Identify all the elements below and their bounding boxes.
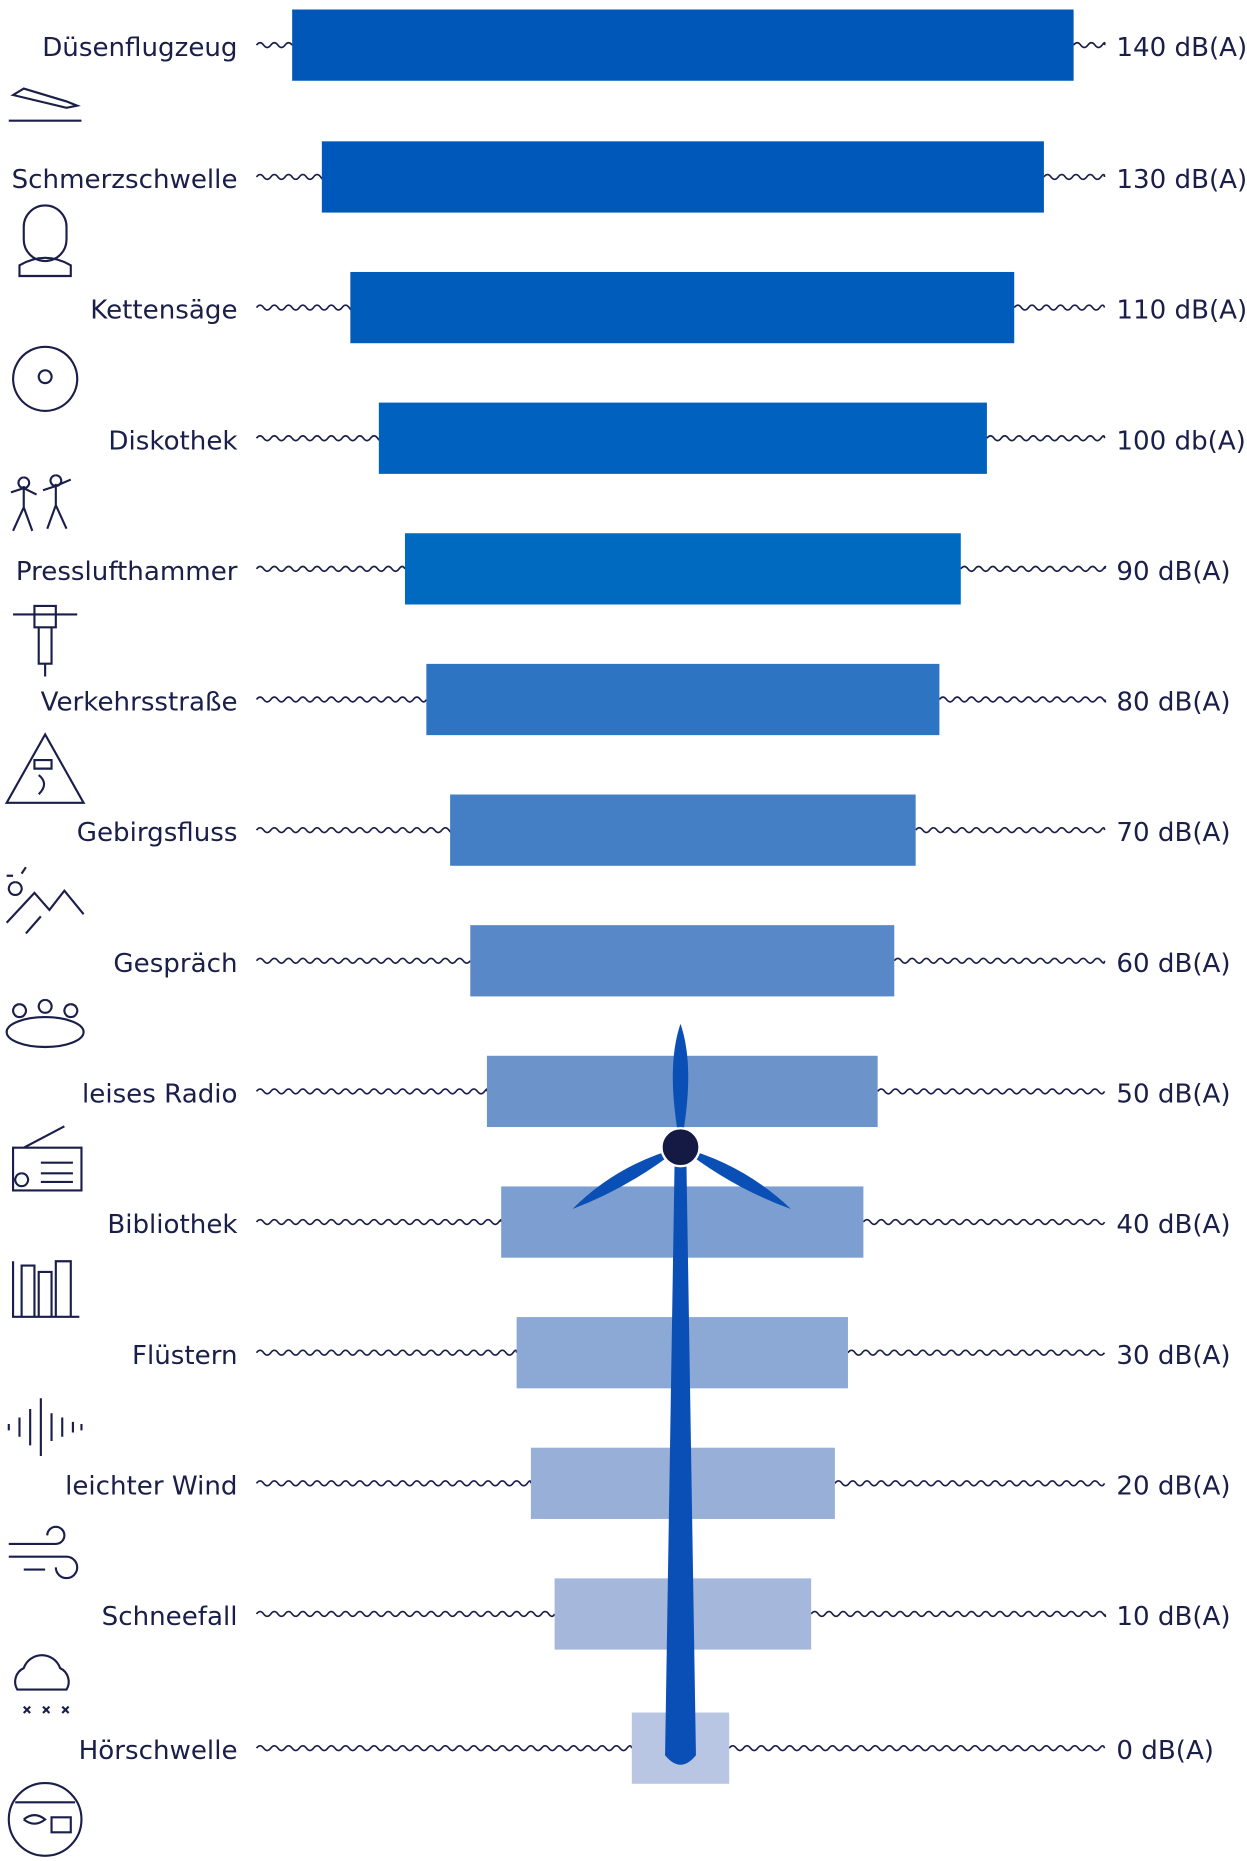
source-label: Schmerzschwelle [12,165,238,195]
level-label: 40 dB(A) [1116,1210,1230,1240]
source-label: Diskothek [108,426,238,456]
level-bar [470,925,894,996]
wave-line [257,1612,555,1617]
level-label: 130 dB(A) [1116,165,1247,195]
wave-line [257,305,352,310]
source-icon [9,89,82,121]
source-label: Verkehrsstraße [41,688,238,718]
wave-line [961,566,1106,571]
wave-line [257,1746,632,1751]
level-bar [350,272,1014,343]
source-label: Gespräch [113,949,237,979]
wave-line [257,958,471,963]
source-icon [15,1655,69,1713]
level-label: 60 dB(A) [1116,949,1230,979]
source-icon [11,475,71,531]
wave-line [257,566,405,571]
source-label: Düsenflugzeug [42,33,237,63]
wave-line [878,1089,1105,1094]
level-label: 110 dB(A) [1116,296,1247,326]
source-icon [13,1261,79,1317]
level-bar [450,795,916,866]
source-icon [9,1527,77,1578]
source-icon [9,1783,82,1856]
wave-line [894,958,1104,963]
wave-line [257,1089,488,1094]
level-label: 10 dB(A) [1116,1602,1230,1632]
wave-line [257,697,427,702]
diagram: Düsenflugzeug 140 dB(A) Schmerzschwelle 130… [0,0,1247,1861]
wave-line [257,1220,502,1225]
wave-line [1044,175,1105,180]
wave-line [1074,43,1105,48]
source-label: Schneefall [102,1602,238,1632]
wave-line [811,1612,1105,1617]
wave-line [257,1350,517,1355]
wave-line [916,828,1105,833]
source-label: Presslufthammer [16,557,238,587]
level-label: 0 dB(A) [1116,1736,1214,1766]
source-label: Flüstern [132,1341,238,1371]
source-icon [7,1000,84,1047]
level-label: 30 dB(A) [1116,1341,1230,1371]
source-icon [19,205,70,276]
level-label: 100 db(A) [1116,426,1246,456]
wave-line [987,436,1105,441]
level-bar [405,533,961,604]
level-label: 90 dB(A) [1116,557,1230,587]
source-icon [9,1398,82,1456]
level-bar [426,664,939,735]
level-bar [292,10,1073,81]
source-icon [7,867,84,933]
source-label: Gebirgsfluss [77,818,238,848]
wave-line [835,1481,1105,1486]
wave-line [848,1350,1105,1355]
level-bar [379,403,987,474]
source-label: Kettensäge [90,296,237,326]
level-label: 80 dB(A) [1116,688,1230,718]
source-label: Bibliothek [107,1210,238,1240]
source-icon [13,1126,81,1190]
wave-line [257,436,380,441]
wave-line [257,1481,531,1486]
turbine-hub [662,1128,700,1166]
wave-line [257,43,293,48]
wave-line [257,175,323,180]
source-icon [7,734,84,802]
wave-line [257,828,452,833]
level-bar [322,141,1044,212]
source-icon [13,347,77,411]
level-label: 70 dB(A) [1116,818,1230,848]
wave-line [729,1746,1104,1751]
source-label: leichter Wind [65,1471,237,1501]
level-label: 140 dB(A) [1116,33,1247,63]
source-label: leises Radio [82,1079,238,1109]
wave-line [863,1220,1104,1225]
level-label: 50 dB(A) [1116,1079,1230,1109]
wave-line [1014,305,1104,310]
source-icon [13,606,77,677]
source-label: Hörschwelle [79,1736,238,1766]
level-label: 20 dB(A) [1116,1471,1230,1501]
wave-line [939,697,1105,702]
